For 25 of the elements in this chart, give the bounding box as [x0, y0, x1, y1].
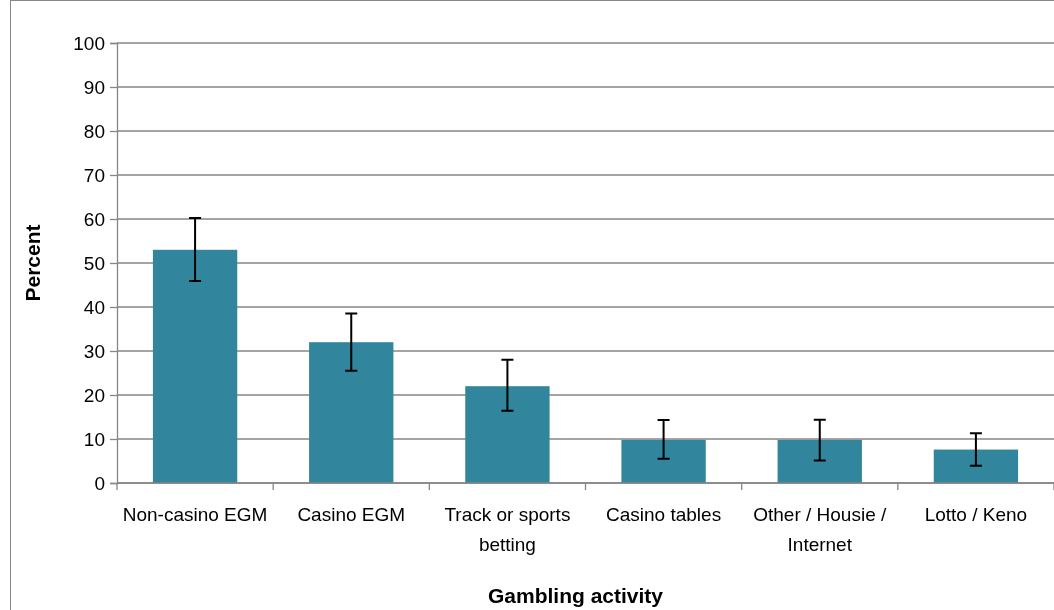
bar	[465, 386, 550, 483]
y-tick-label: 60	[83, 208, 105, 230]
bar	[777, 439, 862, 483]
bar	[621, 439, 706, 483]
x-tick-label: Track or sports betting	[444, 504, 571, 555]
y-tick-label: 80	[83, 120, 105, 142]
y-tick-label: 40	[83, 296, 105, 318]
y-tick-label: 100	[73, 32, 105, 54]
y-tick-label: 50	[83, 252, 105, 274]
x-axis-title: Gambling activity	[487, 584, 664, 607]
x-tick-label: Non-casino EGM	[122, 504, 268, 525]
y-tick-label: 20	[83, 384, 105, 406]
x-tick-label: Casino EGM	[297, 504, 406, 525]
bar	[152, 249, 238, 483]
bar	[933, 449, 1019, 483]
x-tick-label: Other / Housie / Internet	[753, 504, 887, 555]
y-tick-label: 90	[83, 76, 105, 98]
x-tick-label: Lotto / Keno	[924, 504, 1028, 525]
x-tick-label: Casino tables	[606, 504, 722, 525]
bar	[309, 342, 394, 483]
y-tick-label: 70	[83, 164, 105, 186]
y-tick-label: 10	[83, 428, 105, 450]
y-tick-label: 30	[83, 340, 105, 362]
y-axis-title: Percent	[21, 224, 44, 302]
y-tick-label: 0	[94, 472, 105, 494]
